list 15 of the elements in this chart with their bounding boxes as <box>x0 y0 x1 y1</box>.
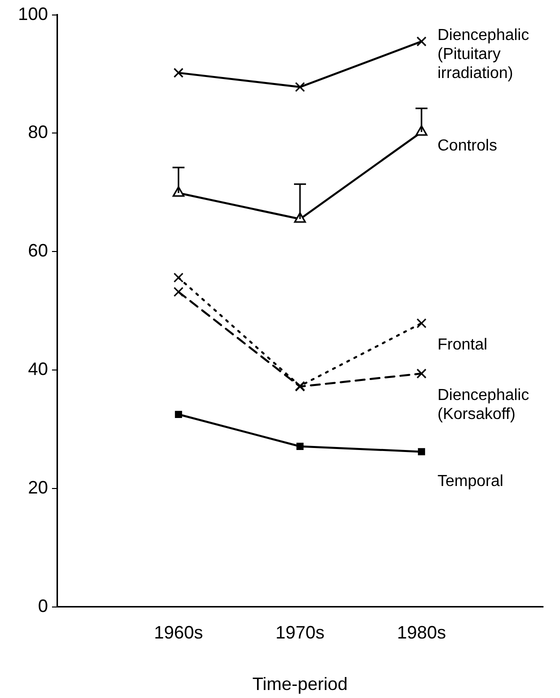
x-tick-label: 1970s <box>275 622 325 643</box>
y-tick-label: 40 <box>28 358 48 379</box>
x-axis-title: Time-period <box>252 674 348 694</box>
series-label: Temporal <box>438 473 504 490</box>
y-tick-label: 80 <box>28 122 48 142</box>
y-tick-label: 60 <box>28 240 48 261</box>
y-tick-label: 100 <box>18 4 48 24</box>
y-tick-label: 20 <box>28 477 48 498</box>
x-tick-label: 1980s <box>396 622 446 643</box>
series-label: Diencephalic (Korsakoff) <box>438 386 530 423</box>
y-tick-label: 0 <box>38 596 48 616</box>
series-label: Controls <box>438 137 498 154</box>
x-tick-label: 1960s <box>154 622 204 643</box>
series-label: Diencephalic (Pituitary irradiation) <box>438 26 530 82</box>
series-label: Frontal <box>438 336 488 354</box>
